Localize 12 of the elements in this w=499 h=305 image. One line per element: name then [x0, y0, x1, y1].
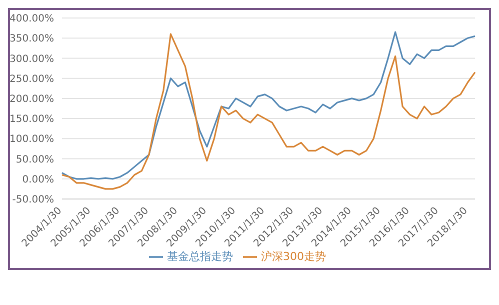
y-tick-label: 150.00%	[10, 114, 54, 126]
y-tick-label: 300.00%	[10, 54, 54, 65]
y-tick-label: 250.00%	[10, 74, 54, 85]
y-tick-label: 200.00%	[10, 94, 54, 105]
y-tick-label: 350.00%	[10, 34, 54, 45]
y-tick-label: 50.00%	[16, 154, 54, 166]
y-tick-label: 0.00%	[22, 174, 54, 186]
y-tick-label: -50.00%	[12, 194, 54, 206]
y-tick-label: 400.00%	[10, 14, 54, 25]
legend-label: 基金总指走势	[167, 250, 233, 263]
legend-label: 沪深300走势	[261, 250, 326, 263]
y-tick-label: 100.00%	[10, 134, 54, 146]
